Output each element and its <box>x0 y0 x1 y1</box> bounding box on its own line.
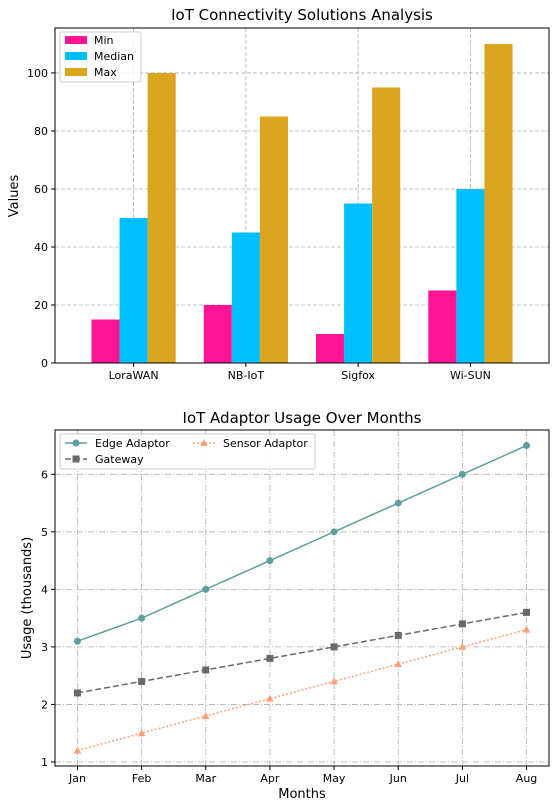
legend-label-max: Max <box>94 66 117 79</box>
legend-label-median: Median <box>94 50 134 63</box>
bar-chart-ytick-label: 80 <box>34 125 48 138</box>
line-edge-adaptor <box>77 444 527 642</box>
line-chart-ytick-label: 6 <box>41 468 48 481</box>
legend-marker-edge-adaptor <box>72 439 80 447</box>
point-gateway-jul <box>458 620 466 628</box>
bar-median-nb-iot <box>231 232 260 363</box>
bar-chart: IoT Connectivity Solutions Analysis Valu… <box>7 6 550 382</box>
line-chart-ylabel: Usage (thousands) <box>20 537 35 659</box>
legend-label-gateway: Gateway <box>95 453 144 466</box>
line-chart-xtick-label: Jun <box>389 772 407 785</box>
point-sensor-adaptor-aug <box>522 625 531 633</box>
line-chart-xtick-label: Mar <box>195 772 216 785</box>
bar-chart-ytick-label: 60 <box>34 183 48 196</box>
line-chart-xtick-label: Jan <box>68 772 86 785</box>
legend-swatch-min <box>65 36 87 44</box>
line-chart: IoT Adaptor Usage Over Months Usage (tho… <box>20 409 550 802</box>
bar-chart-xtick-label: Wi-SUN <box>450 369 491 382</box>
bar-chart-legend: Min Median Max <box>59 31 142 83</box>
legend-swatch-max <box>65 68 87 76</box>
line-chart-ytick-label: 3 <box>41 641 48 654</box>
point-edge-adaptor-jun <box>394 499 402 507</box>
legend-marker-gateway <box>72 455 80 463</box>
point-edge-adaptor-may <box>330 528 338 536</box>
line-chart-xtick-label: May <box>323 772 346 785</box>
line-chart-ytick-label: 4 <box>41 583 48 596</box>
bar-chart-ytick-label: 100 <box>27 67 48 80</box>
legend-label-sensor-adaptor: Sensor Adaptor <box>223 437 308 450</box>
legend-label-edge-adaptor: Edge Adaptor <box>95 437 170 450</box>
legend-marker-sensor-adaptor <box>200 439 208 446</box>
bar-chart-ticks: 0 20 40 60 80 100 LoraWAN NB-IoT Sigfox Wi-SUN <box>27 67 491 382</box>
point-sensor-adaptor-jul <box>458 642 467 650</box>
legend-swatch-median <box>65 52 87 60</box>
point-gateway-jan <box>73 689 81 697</box>
line-sensor-adaptor <box>77 628 527 752</box>
bar-min-wi-sun <box>428 290 457 363</box>
point-gateway-may <box>330 643 338 651</box>
point-gateway-apr <box>266 654 274 662</box>
line-chart-xtick-label: Aug <box>516 772 537 785</box>
point-gateway-aug <box>523 608 531 616</box>
point-gateway-mar <box>202 666 210 674</box>
point-sensor-adaptor-may <box>330 677 338 685</box>
line-chart-ytick-label: 1 <box>41 756 48 769</box>
bar-chart-xtick-label: Sigfox <box>341 369 375 382</box>
bar-chart-xtick-label: NB-IoT <box>228 369 265 382</box>
point-sensor-adaptor-mar <box>201 711 210 719</box>
point-sensor-adaptor-jan <box>73 746 82 754</box>
point-edge-adaptor-mar <box>202 585 210 593</box>
point-edge-adaptor-aug <box>523 442 531 450</box>
line-chart-xlabel: Months <box>278 787 326 802</box>
point-sensor-adaptor-jun <box>394 660 403 668</box>
bar-max-lorawan <box>147 72 176 363</box>
line-chart-xtick-label: Feb <box>132 772 151 785</box>
line-chart-ytick-label: 5 <box>41 526 48 539</box>
bar-chart-ytick-label: 40 <box>34 241 48 254</box>
point-edge-adaptor-feb <box>138 614 146 622</box>
point-edge-adaptor-jan <box>73 637 81 645</box>
legend-label-min: Min <box>94 34 114 47</box>
line-chart-title: IoT Adaptor Usage Over Months <box>183 409 422 427</box>
bar-chart-ylabel: Values <box>7 175 22 218</box>
point-gateway-feb <box>138 677 146 685</box>
bar-median-sigfox <box>344 203 373 363</box>
bar-chart-xtick-label: LoraWAN <box>109 369 159 382</box>
bar-min-nb-iot <box>203 304 232 363</box>
point-sensor-adaptor-apr <box>266 694 274 702</box>
line-chart-legend: Edge Adaptor Gateway Sensor Adaptor <box>59 433 316 470</box>
line-chart-xtick-label: Apr <box>260 772 280 785</box>
bar-median-lorawan <box>119 217 148 363</box>
line-chart-ytick-label: 2 <box>41 698 48 711</box>
bar-min-sigfox <box>316 333 345 363</box>
bar-max-sigfox <box>372 87 401 364</box>
line-gateway <box>77 611 527 694</box>
bar-chart-bars <box>91 43 513 364</box>
line-chart-ticks: 1 2 3 4 5 6 Jan Feb Mar Apr May Jun Jul Aug <box>41 468 537 785</box>
point-gateway-jun <box>394 631 402 639</box>
line-chart-legend-box <box>59 433 316 470</box>
bar-chart-title: IoT Connectivity Solutions Analysis <box>171 6 433 24</box>
bar-chart-ytick-label: 20 <box>34 299 48 312</box>
line-chart-xtick-label: Jul <box>455 772 469 785</box>
bar-min-lorawan <box>91 319 120 363</box>
line-chart-axes-frame <box>54 429 550 767</box>
point-sensor-adaptor-feb <box>137 729 146 737</box>
line-chart-grid <box>55 430 549 766</box>
line-chart-lines <box>73 442 531 754</box>
bar-max-wi-sun <box>484 43 513 363</box>
bar-max-nb-iot <box>259 116 288 364</box>
bar-chart-ytick-label: 0 <box>41 357 48 370</box>
bar-median-wi-sun <box>456 188 485 363</box>
bar-chart-axes-frame <box>54 27 550 364</box>
point-edge-adaptor-apr <box>266 557 274 565</box>
point-edge-adaptor-jul <box>458 470 466 478</box>
